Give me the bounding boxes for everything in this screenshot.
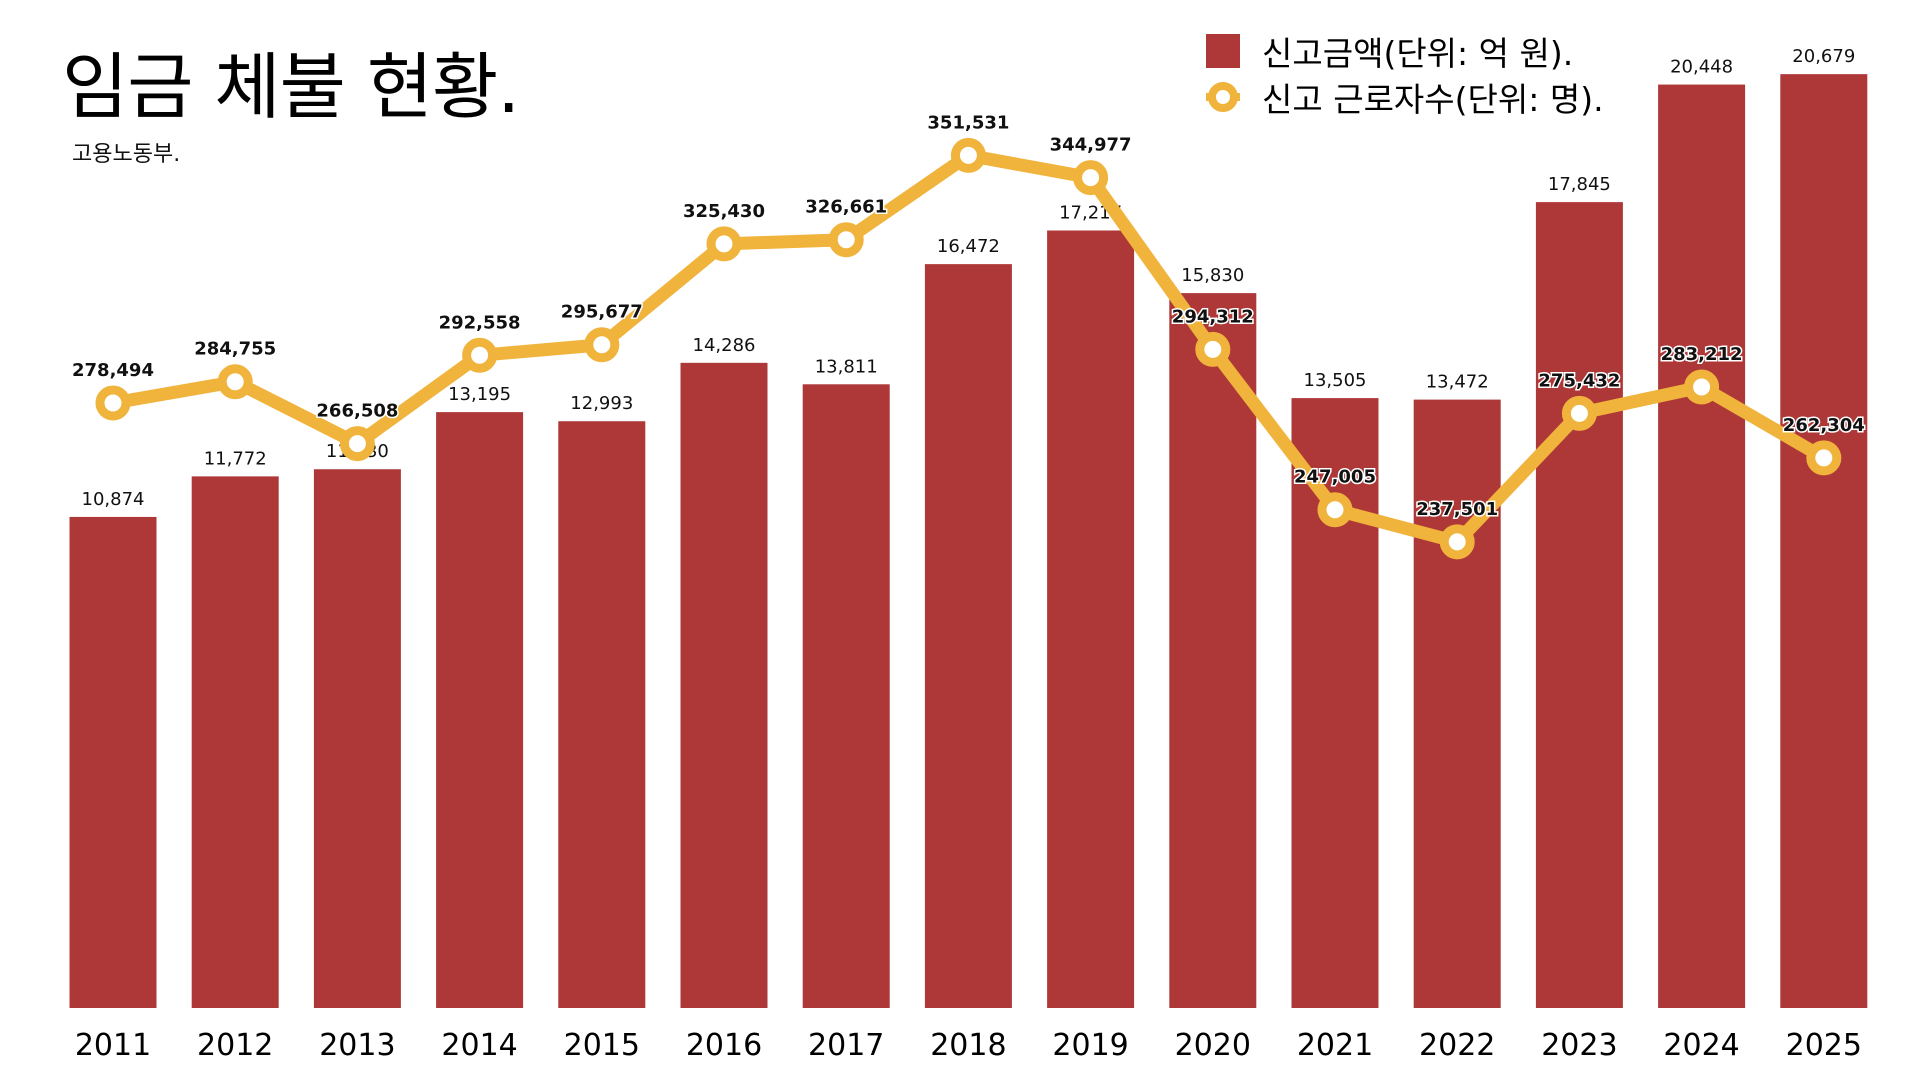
legend-bar-label: 신고금액(단위: 억 원). bbox=[1262, 34, 1574, 73]
x-tick-2013: 2013 bbox=[319, 1028, 395, 1063]
line-label-2014: 292,558 bbox=[439, 312, 521, 333]
bar-swatch-icon bbox=[1206, 34, 1240, 68]
line-label-2012: 284,755 bbox=[194, 339, 276, 360]
bar-label-2018: 16,472 bbox=[937, 236, 1000, 257]
bar-label-2025: 20,679 bbox=[1792, 46, 1855, 67]
bar-2013 bbox=[313, 469, 401, 1008]
bar-series bbox=[69, 74, 1868, 1009]
x-tick-2018: 2018 bbox=[930, 1028, 1006, 1063]
bar-label-2023: 17,845 bbox=[1548, 174, 1611, 195]
line-markers bbox=[95, 137, 1842, 560]
x-tick-2019: 2019 bbox=[1052, 1028, 1128, 1063]
line-label-2016: 325,430 bbox=[683, 201, 765, 222]
bar-label-2020: 15,830 bbox=[1181, 265, 1244, 286]
line-point-2019 bbox=[1073, 160, 1109, 196]
line-label-2021: 247,005 bbox=[1294, 467, 1376, 488]
line-label-2020: 294,312 bbox=[1172, 306, 1254, 327]
line-label-2013: 266,508 bbox=[316, 401, 398, 422]
bar-label-2015: 12,993 bbox=[570, 393, 633, 414]
line-point-2015 bbox=[584, 327, 620, 363]
line-value-labels: 278,494 284,755 266,508 292,558 295,677 325,4… bbox=[71, 111, 1867, 522]
x-tick-2017: 2017 bbox=[808, 1028, 884, 1063]
bar-2022 bbox=[1413, 399, 1501, 1008]
x-tick-2022: 2022 bbox=[1419, 1028, 1495, 1063]
bar-label-2022: 13,472 bbox=[1426, 372, 1489, 393]
source-label: 고용노동부. bbox=[72, 142, 181, 167]
bar-2019 bbox=[1047, 230, 1135, 1008]
bar-2025 bbox=[1780, 74, 1868, 1009]
line-label-2025: 262,304 bbox=[1783, 415, 1865, 436]
line-label-2024: 283,212 bbox=[1661, 344, 1743, 365]
x-tick-2024: 2024 bbox=[1663, 1028, 1739, 1063]
line-point-2012 bbox=[217, 364, 253, 400]
line-point-2022 bbox=[1439, 524, 1475, 560]
line-point-2017 bbox=[828, 222, 864, 258]
bar-2021 bbox=[1291, 398, 1379, 1008]
line-point-2013 bbox=[339, 426, 375, 462]
x-tick-2021: 2021 bbox=[1297, 1028, 1373, 1063]
bar-label-2012: 11,772 bbox=[204, 448, 267, 469]
line-point-2025 bbox=[1806, 440, 1842, 476]
line-point-2011 bbox=[95, 385, 131, 421]
line-label-2022: 237,501 bbox=[1416, 499, 1498, 520]
bar-2011 bbox=[69, 516, 157, 1008]
x-tick-2023: 2023 bbox=[1541, 1028, 1617, 1063]
line-point-2020 bbox=[1195, 331, 1231, 367]
bar-2024 bbox=[1658, 84, 1746, 1009]
line-label-2015: 295,677 bbox=[561, 302, 643, 323]
x-tick-2020: 2020 bbox=[1175, 1028, 1251, 1063]
legend: 신고금액(단위: 억 원). 신고 근로자수(단위: 명). bbox=[1206, 28, 1604, 120]
line-point-2023 bbox=[1561, 395, 1597, 431]
x-tick-2016: 2016 bbox=[686, 1028, 762, 1063]
x-tick-2025: 2025 bbox=[1786, 1028, 1862, 1063]
bar-label-2021: 13,505 bbox=[1304, 370, 1367, 391]
line-marker-icon bbox=[1206, 80, 1240, 114]
bar-2017 bbox=[802, 384, 890, 1008]
line-point-2014 bbox=[462, 337, 498, 373]
bar-2016 bbox=[680, 362, 768, 1008]
line-label-2019: 344,977 bbox=[1050, 135, 1132, 156]
bar-2023 bbox=[1535, 202, 1623, 1008]
bar-label-2016: 14,286 bbox=[693, 335, 756, 356]
page-title: 임금 체불 현황. bbox=[62, 45, 520, 129]
x-tick-2012: 2012 bbox=[197, 1028, 273, 1063]
bar-2014 bbox=[436, 412, 524, 1009]
bar-label-2017: 13,811 bbox=[815, 356, 878, 377]
legend-item-bar: 신고금액(단위: 억 원). bbox=[1206, 28, 1604, 74]
bar-2015 bbox=[558, 421, 646, 1009]
x-tick-2015: 2015 bbox=[564, 1028, 640, 1063]
bar-2018 bbox=[924, 264, 1012, 1008]
line-label-2011: 278,494 bbox=[72, 360, 154, 381]
x-axis-labels: 2011 2012 2013 2014 2015 2016 2017 2018 2019 2020… bbox=[75, 1028, 1862, 1063]
bar-value-labels: 10,87411,77211,93013,19512,99314,28613,8… bbox=[82, 46, 1856, 510]
legend-item-line: 신고 근로자수(단위: 명). bbox=[1206, 74, 1604, 120]
line-point-2021 bbox=[1317, 492, 1353, 528]
line-point-2018 bbox=[950, 137, 986, 173]
bar-2012 bbox=[191, 476, 279, 1008]
legend-line-label: 신고 근로자수(단위: 명). bbox=[1262, 80, 1604, 119]
bar-label-2024: 20,448 bbox=[1670, 57, 1733, 78]
x-tick-2011: 2011 bbox=[75, 1028, 151, 1063]
bar-2020 bbox=[1169, 293, 1257, 1008]
line-point-2016 bbox=[706, 226, 742, 262]
line-point-2024 bbox=[1684, 369, 1720, 405]
line-label-2023: 275,432 bbox=[1538, 370, 1620, 391]
x-tick-2014: 2014 bbox=[441, 1028, 517, 1063]
bar-label-2014: 13,195 bbox=[448, 384, 511, 405]
bar-label-2011: 10,874 bbox=[82, 489, 145, 510]
line-label-2017: 326,661 bbox=[805, 197, 887, 218]
line-label-2018: 351,531 bbox=[927, 112, 1009, 133]
